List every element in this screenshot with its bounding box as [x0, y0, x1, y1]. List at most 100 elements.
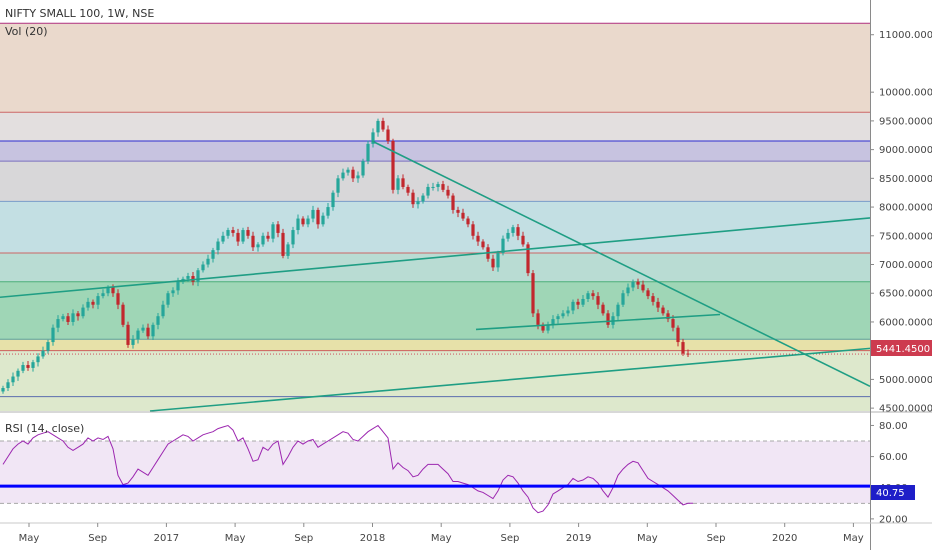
price-tick-label-8: 8500.0000: [879, 174, 932, 185]
candle: [86, 297, 90, 311]
candle: [266, 231, 270, 242]
candle-body: [456, 209, 460, 213]
candle-body: [236, 232, 240, 242]
candle: [481, 239, 485, 250]
candle-body: [681, 342, 685, 354]
candle-body: [406, 186, 410, 193]
candle: [316, 207, 320, 229]
candle: [226, 227, 230, 239]
candle-body: [101, 293, 105, 297]
candle-body: [96, 296, 100, 305]
candle: [261, 232, 265, 247]
candle: [311, 205, 315, 223]
candle: [96, 292, 100, 310]
candle-body: [276, 224, 280, 233]
candle: [366, 140, 370, 165]
candle-body: [26, 365, 30, 368]
candle: [421, 193, 425, 204]
candle-body: [556, 316, 560, 320]
candle-body: [326, 207, 330, 216]
candle: [131, 335, 135, 349]
candle-body: [656, 301, 660, 308]
candle: [571, 299, 575, 315]
candle: [116, 289, 120, 310]
candle: [426, 183, 430, 199]
candle-body: [436, 184, 440, 187]
candle: [76, 311, 80, 321]
candle-body: [361, 161, 365, 176]
candle-body: [51, 327, 55, 343]
candle-body: [41, 350, 45, 357]
candle: [221, 231, 225, 244]
trendlines: [0, 140, 871, 412]
candle-body: [66, 316, 70, 322]
price-tag-label: 5441.4500: [876, 344, 930, 355]
candle-body: [686, 353, 690, 355]
candle-body: [371, 132, 375, 144]
candle-body: [626, 287, 630, 294]
trendline-rising-lower: [149, 347, 871, 412]
candle-body: [346, 169, 350, 173]
candle-body: [296, 218, 300, 231]
candle: [676, 325, 680, 347]
candle-body: [511, 227, 515, 233]
candle-body: [201, 264, 205, 271]
candle-body: [261, 235, 265, 245]
candle: [246, 226, 250, 239]
candle: [196, 267, 200, 287]
candle: [386, 125, 390, 144]
candle: [511, 224, 515, 237]
candle-body: [561, 313, 565, 317]
candle-body: [586, 293, 590, 299]
candle: [136, 328, 140, 344]
candle-body: [6, 382, 10, 389]
candle-body: [106, 287, 110, 294]
x-tick-label-0: May: [19, 533, 40, 544]
candle: [326, 203, 330, 219]
price-tick-label-1: 5000.0000: [879, 375, 932, 386]
volume-label: Vol (20): [5, 25, 48, 38]
price-zone-1: [0, 339, 870, 351]
candle: [231, 226, 235, 237]
candle: [601, 302, 605, 316]
candle: [561, 310, 565, 319]
candle-body: [291, 230, 295, 245]
x-tick-label-12: May: [843, 533, 864, 544]
candle-body: [391, 141, 395, 190]
candle: [66, 313, 70, 325]
candle-body: [541, 324, 545, 331]
candle-body: [16, 370, 20, 377]
price-tick-label-9: 9000.0000: [879, 145, 932, 156]
candle: [16, 368, 20, 381]
rsi-tag-bg: [871, 485, 915, 500]
candle-body: [491, 258, 495, 268]
candle-body: [461, 212, 465, 219]
candle: [436, 181, 440, 192]
candle: [636, 278, 640, 289]
candle: [306, 215, 310, 228]
candle-body: [341, 172, 345, 179]
candle: [51, 324, 55, 346]
candle-body: [431, 186, 435, 188]
x-tick-label-1: Sep: [88, 533, 107, 544]
price-tick-label-10: 9500.0000: [879, 116, 932, 127]
candle-body: [231, 230, 235, 233]
candle: [566, 306, 570, 317]
candle: [256, 242, 260, 252]
candle-body: [631, 281, 635, 288]
price-zone-8: [0, 23, 870, 113]
candle: [586, 290, 590, 302]
candle-body: [381, 120, 385, 130]
candle-body: [91, 301, 95, 305]
candle: [656, 297, 660, 312]
candle: [496, 250, 500, 272]
candle-body: [351, 169, 355, 179]
candle-body: [306, 218, 310, 225]
x-tick-label-6: May: [431, 533, 452, 544]
candle-body: [441, 184, 445, 190]
candle: [506, 228, 510, 242]
candle-body: [661, 307, 665, 314]
candlesticks: [1, 117, 690, 394]
candle: [551, 315, 555, 329]
